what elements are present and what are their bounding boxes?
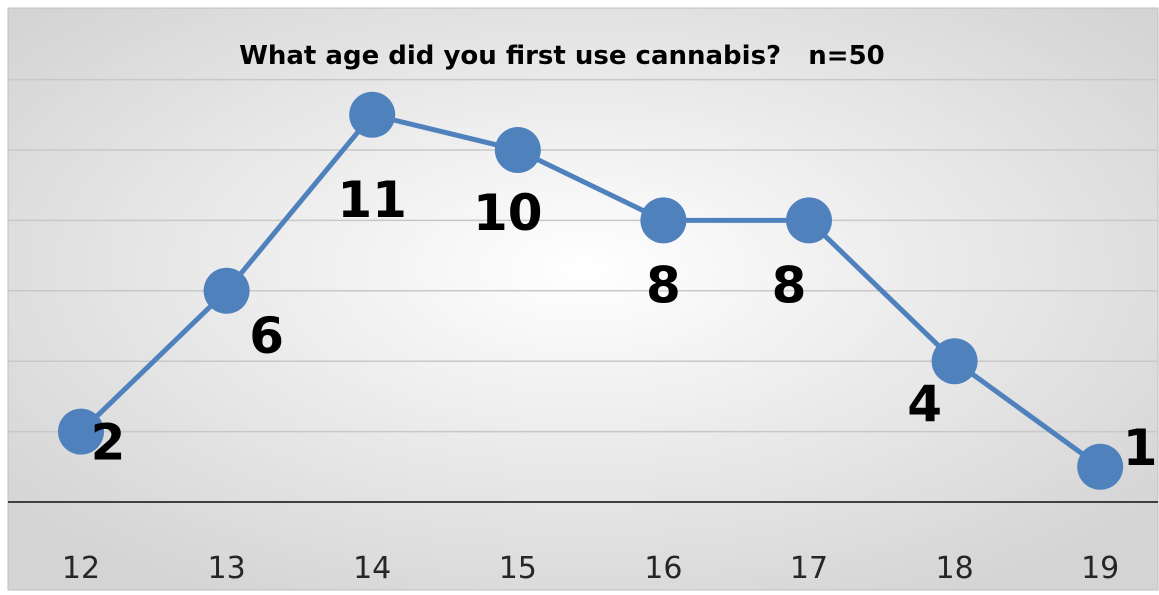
- chart-title: What age did you first use cannabis? n=5…: [239, 41, 885, 71]
- data-point-marker: [349, 91, 396, 138]
- x-tick-label: 19: [1081, 551, 1119, 586]
- data-point-marker: [58, 408, 104, 455]
- data-label: 1: [1123, 419, 1158, 477]
- series-line: [79, 112, 1102, 469]
- data-label: 10: [473, 184, 543, 242]
- x-axis-ticks: 12 13 14 15 16 17 18 19: [62, 551, 1119, 586]
- data-point-marker: [931, 338, 978, 385]
- data-point-marker: [1077, 443, 1124, 490]
- data-labels: 2 6 11 10 8 8 4 1: [91, 171, 1158, 477]
- data-point-marker: [640, 197, 687, 244]
- data-label: 8: [772, 256, 807, 314]
- x-tick-label: 17: [790, 551, 828, 586]
- data-point-marker: [203, 267, 250, 314]
- x-tick-label: 14: [353, 551, 391, 586]
- data-point-marker: [494, 127, 541, 173]
- x-tick-label: 13: [208, 551, 246, 586]
- x-tick-label: 12: [62, 551, 100, 586]
- data-label: 6: [249, 307, 284, 365]
- x-tick-label: 15: [499, 551, 537, 586]
- x-tick-label: 16: [644, 551, 682, 586]
- chart-background: [7, 7, 1159, 591]
- data-label: 11: [337, 171, 407, 229]
- data-label: 4: [907, 375, 942, 433]
- data-label: 8: [646, 256, 681, 314]
- data-point-marker: [786, 197, 832, 244]
- x-tick-label: 18: [936, 551, 974, 586]
- data-label: 2: [91, 414, 126, 472]
- series-layer: [58, 91, 1124, 490]
